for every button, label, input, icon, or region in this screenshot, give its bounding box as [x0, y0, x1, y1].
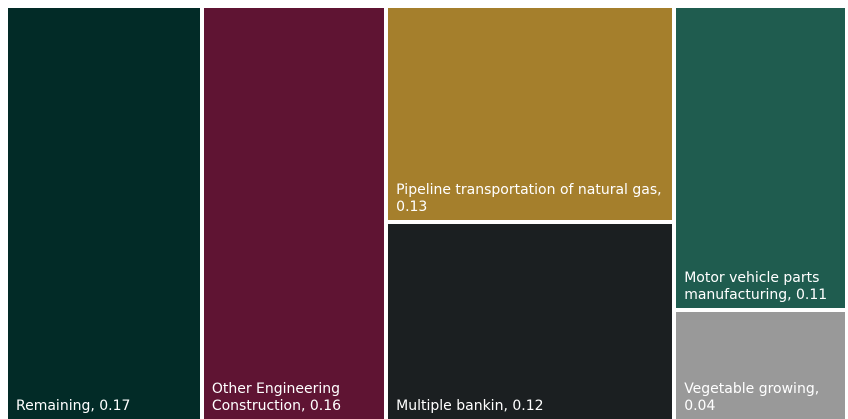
tile: Remaining, 0.17	[8, 8, 200, 419]
tile: Other Engineering Construction, 0.16	[203, 8, 385, 419]
tile: Multiple bankin, 0.12	[388, 223, 673, 419]
tile-label: Motor vehicle parts manufacturing, 0.11	[684, 270, 828, 304]
tile-label: Multiple bankin, 0.12	[396, 397, 544, 414]
tile: Vegetable growing, 0.04	[676, 312, 845, 419]
tile-label: Other Engineering Construction, 0.16	[211, 381, 342, 414]
tile-label: Vegetable growing, 0.04	[684, 380, 820, 414]
tile-label: Remaining, 0.17	[16, 398, 131, 414]
tile: Motor vehicle parts manufacturing, 0.11	[676, 8, 845, 309]
tile: Pipeline transportation of natural gas, …	[388, 8, 673, 220]
tile-label: Pipeline transportation of natural gas, …	[396, 181, 662, 215]
